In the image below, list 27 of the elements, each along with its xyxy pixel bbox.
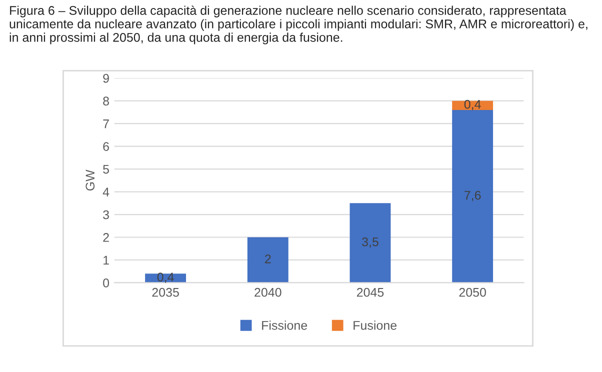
x-tick-label: 2035 <box>152 288 179 297</box>
x-tick-label: 2040 <box>254 288 282 297</box>
legend-label: Fusione <box>354 320 397 330</box>
data-label: 0,4 <box>464 100 481 110</box>
y-tick-label: 0 <box>103 278 110 288</box>
bar <box>350 203 391 283</box>
x-tick-label: 2045 <box>356 288 384 297</box>
x-tick-label: 2050 <box>459 288 486 297</box>
y-tick-label: 4 <box>102 188 110 196</box>
data-label: 7,6 <box>464 190 481 202</box>
bar <box>452 110 494 283</box>
y-tick-label: 6 <box>103 142 109 151</box>
data-label: 3,5 <box>362 237 378 248</box>
data-label: 0,4 <box>157 272 174 284</box>
y-tick-label: 7 <box>103 120 109 128</box>
chart-title: Figura 6 – Sviluppo della capacità di generazione nucleare nello scenario considerato, rappresentata unicamente da nucleare avanzato (in particolare i piccoli impianti modulari: SMR, AMR e microreattori) e, in anni prossimi al 2050, da una quota di energia da fusione. <box>10 6 588 44</box>
y-tick-label: 1 <box>104 256 109 265</box>
data-label: 2 <box>265 254 271 264</box>
bar <box>452 100 494 110</box>
y-tick-label: 5 <box>103 164 109 174</box>
bar <box>247 237 288 283</box>
legend-label: Fissione <box>262 320 308 330</box>
y-tick-label: 9 <box>103 74 109 83</box>
y-axis-title: GW <box>86 170 95 191</box>
y-tick-label: 3 <box>103 210 109 220</box>
y-tick-label: 2 <box>103 233 109 242</box>
y-tick-label: 8 <box>103 96 109 106</box>
